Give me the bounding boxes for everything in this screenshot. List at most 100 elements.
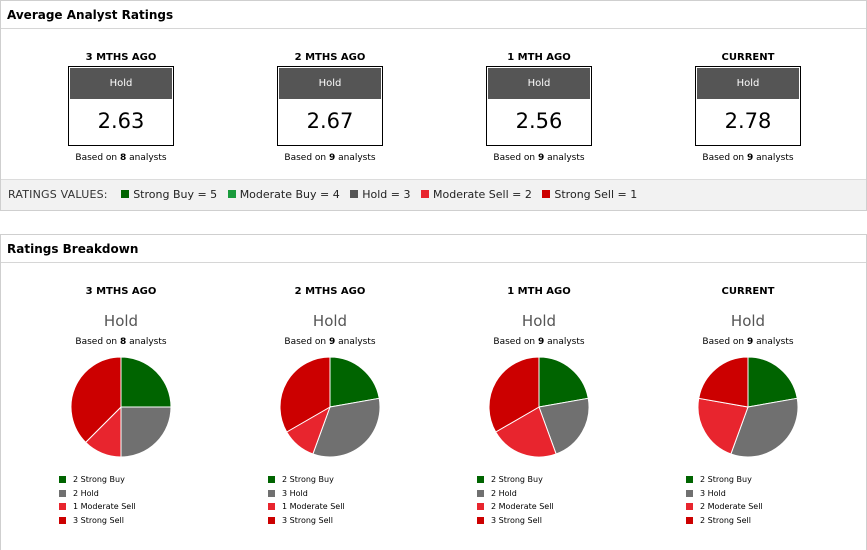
swatch-icon — [686, 489, 693, 497]
rating-label: Hold — [70, 68, 172, 99]
legend-item-strong-sell: 2 Strong Sell — [686, 514, 823, 528]
breakdown-col-1mth: 1 MTH AGO Hold Based on 9 analysts 2 Str… — [464, 285, 614, 527]
rating-box: Hold 2.78 — [695, 66, 801, 146]
rating-value: 2.78 — [724, 109, 772, 133]
pie-slice-strong-buy — [120, 356, 172, 408]
analyst-basis: Based on 8 analysts — [75, 153, 167, 163]
average-ratings-panel: Average Analyst Ratings 3 MTHS AGO Hold … — [0, 0, 867, 211]
legend-item-hold: 3 Hold — [268, 487, 405, 501]
rating-label: Hold — [697, 68, 799, 99]
legend-item-moderate-sell: 2 Moderate Sell — [477, 500, 614, 514]
pie-chart — [279, 356, 381, 458]
pie-slice-strong-sell — [698, 356, 749, 408]
rating-box: Hold 2.56 — [486, 66, 592, 146]
pie-slice-hold — [730, 397, 799, 458]
legend-item-moderate-sell: 1 Moderate Sell — [268, 500, 405, 514]
swatch-icon — [421, 190, 429, 198]
swatch-icon — [59, 503, 66, 510]
period-title: 3 MTHS AGO — [85, 52, 157, 63]
pie-legend: 2 Strong Buy 3 Hold 2 Moderate Sell 2 St… — [686, 473, 823, 527]
pie-chart — [70, 356, 172, 458]
swatch-icon — [59, 476, 66, 483]
rating-value: 2.67 — [306, 109, 354, 133]
rating-value-hold: Hold = 3 — [350, 188, 411, 201]
legend-item-strong-sell: 3 Strong Sell — [477, 514, 614, 528]
analyst-basis: Based on 8 analysts — [75, 337, 167, 347]
pie-slice-strong-buy — [747, 356, 798, 408]
pie-slice-hold — [120, 406, 172, 458]
rating-value: 2.56 — [515, 109, 563, 133]
avg-col-1mth: 1 MTH AGO Hold 2.56 Based on 9 analysts — [464, 51, 614, 164]
analyst-count: 9 — [746, 337, 754, 347]
swatch-icon — [227, 190, 236, 198]
analyst-basis: Based on 9 analysts — [493, 153, 585, 163]
swatch-icon — [686, 503, 693, 510]
pie-slice-strong-sell — [70, 356, 122, 444]
average-ratings-row: 3 MTHS AGO Hold 2.63 Based on 8 analysts… — [1, 51, 866, 163]
pie-slice-strong-buy — [538, 356, 589, 408]
legend-item-moderate-sell: 1 Moderate Sell — [59, 500, 196, 514]
legend-item-strong-buy: 2 Strong Buy — [268, 473, 405, 487]
rating-box: Hold 2.67 — [277, 66, 383, 146]
legend-item-hold: 3 Hold — [686, 487, 823, 501]
period-title: CURRENT — [721, 52, 775, 63]
avg-col-3mths: 3 MTHS AGO Hold 2.63 Based on 8 analysts — [46, 51, 196, 164]
swatch-icon — [268, 503, 275, 510]
swatch-icon — [268, 476, 275, 483]
analyst-count: 8 — [119, 337, 127, 347]
pie-slice-strong-sell — [279, 356, 331, 433]
pie-legend: 2 Strong Buy 2 Hold 1 Moderate Sell 3 St… — [59, 473, 196, 527]
swatch-icon — [477, 516, 484, 524]
swatch-icon — [268, 489, 275, 497]
rating-label: Hold — [279, 68, 381, 99]
swatch-icon — [477, 503, 484, 510]
rating-value-strong-sell: Strong Sell = 1 — [542, 188, 637, 201]
swatch-icon — [59, 489, 66, 497]
breakdown-col-current: CURRENT Hold Based on 9 analysts 2 Stron… — [673, 285, 823, 527]
swatch-icon — [268, 516, 275, 524]
pie-chart — [697, 356, 799, 458]
period-title: 1 MTH AGO — [507, 52, 571, 63]
swatch-icon — [686, 516, 693, 524]
ratings-breakdown-panel: Ratings Breakdown 3 MTHS AGO Hold Based … — [0, 234, 867, 550]
analyst-count: 9 — [328, 153, 336, 163]
analyst-count: 8 — [119, 153, 127, 163]
pie-slice-strong-sell — [488, 356, 540, 433]
breakdown-col-2mths: 2 MTHS AGO Hold Based on 9 analysts 2 St… — [255, 285, 405, 527]
analyst-count: 9 — [537, 337, 545, 347]
analyst-count: 9 — [746, 153, 754, 163]
avg-col-2mths: 2 MTHS AGO Hold 2.67 Based on 9 analysts — [255, 51, 405, 164]
period-title: 2 MTHS AGO — [294, 52, 366, 63]
pie-slice-moderate-sell — [495, 406, 557, 458]
swatch-icon — [477, 476, 484, 483]
rating-value-moderate-sell: Moderate Sell = 2 — [421, 188, 532, 201]
swatch-icon — [59, 516, 66, 524]
rating-box: Hold 2.63 — [68, 66, 174, 146]
rating-value-moderate-buy: Moderate Buy = 4 — [227, 188, 340, 201]
consensus-rating: Hold — [521, 312, 557, 330]
ratings-breakdown-title: Ratings Breakdown — [1, 235, 866, 263]
pie-legend: 2 Strong Buy 3 Hold 1 Moderate Sell 3 St… — [268, 473, 405, 527]
legend-item-moderate-sell: 2 Moderate Sell — [686, 500, 823, 514]
legend-item-strong-buy: 2 Strong Buy — [686, 473, 823, 487]
legend-item-hold: 2 Hold — [477, 487, 614, 501]
legend-item-strong-sell: 3 Strong Sell — [268, 514, 405, 528]
pie-slice-strong-buy — [329, 356, 380, 408]
swatch-icon — [542, 190, 551, 198]
average-ratings-title: Average Analyst Ratings — [1, 1, 866, 29]
rating-value-strong-buy: Strong Buy = 5 — [121, 188, 217, 201]
ratings-values-bar: RATINGS VALUES: Strong Buy = 5 Moderate … — [1, 179, 866, 210]
analyst-basis: Based on 9 analysts — [493, 337, 585, 347]
analyst-basis: Based on 9 analysts — [702, 153, 794, 163]
analyst-count: 9 — [328, 337, 336, 347]
period-title: 2 MTHS AGO — [294, 286, 366, 297]
rating-value: 2.63 — [97, 109, 145, 133]
analyst-basis: Based on 9 analysts — [702, 337, 794, 347]
analyst-basis: Based on 9 analysts — [284, 153, 376, 163]
consensus-rating: Hold — [103, 312, 139, 330]
swatch-icon — [121, 190, 130, 198]
pie-legend: 2 Strong Buy 2 Hold 2 Moderate Sell 3 St… — [477, 473, 614, 527]
pie-chart — [488, 356, 590, 458]
swatch-icon — [477, 489, 484, 497]
consensus-rating: Hold — [730, 312, 766, 330]
